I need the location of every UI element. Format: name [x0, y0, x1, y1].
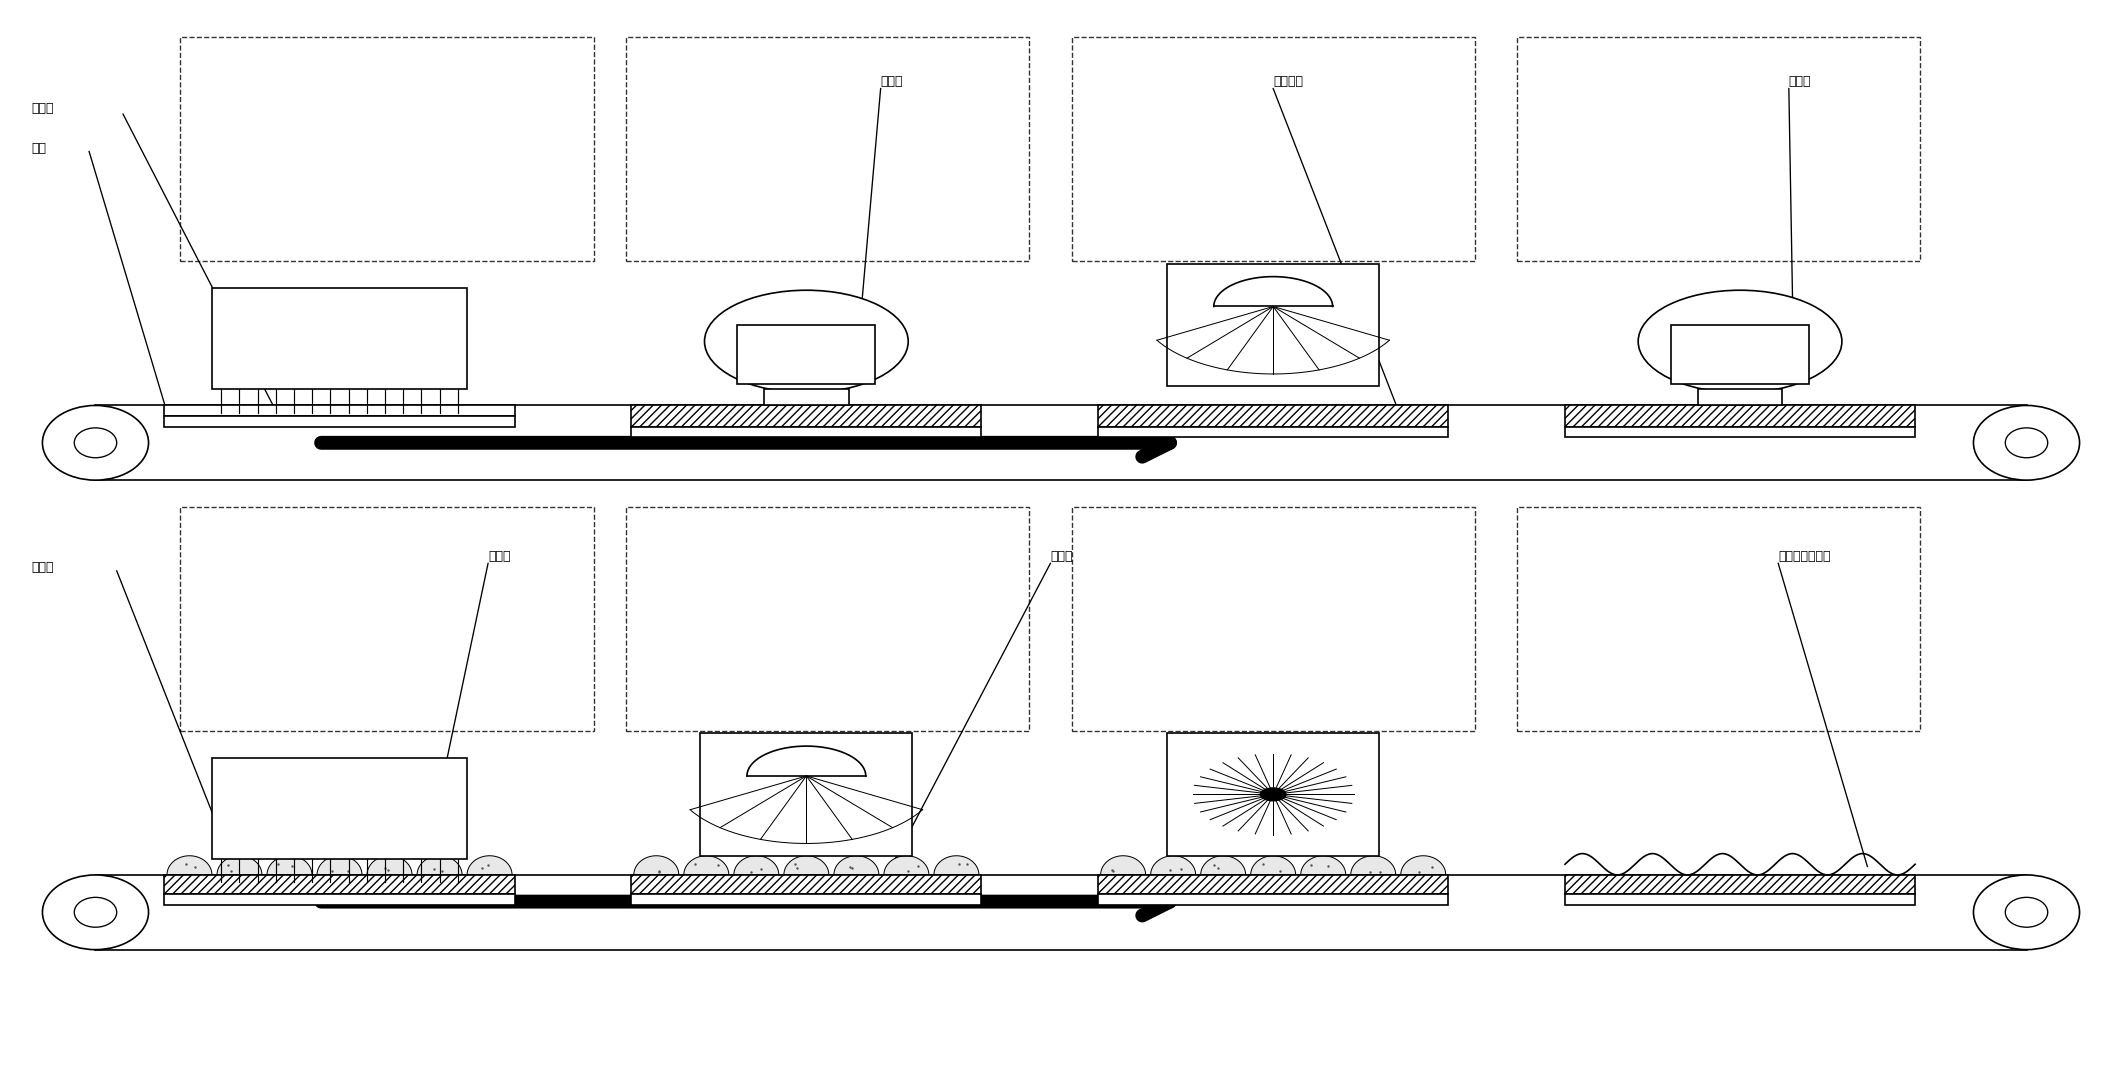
Text: 墨水层: 墨水层 [32, 102, 55, 115]
Bar [1517, 37, 1920, 261]
Ellipse shape [1973, 875, 2080, 950]
Bar [738, 325, 876, 384]
Polygon shape [216, 856, 261, 875]
Bar [1564, 405, 1914, 427]
Text: 树脂液: 树脂液 [488, 551, 511, 563]
Bar [626, 507, 1029, 731]
Bar [632, 405, 980, 427]
Polygon shape [1201, 856, 1246, 875]
Bar [626, 37, 1029, 261]
Ellipse shape [42, 405, 149, 480]
Text: (S.7): (S.7) [1256, 768, 1290, 783]
Bar [1564, 894, 1914, 905]
Ellipse shape [1973, 405, 2080, 480]
Bar [166, 416, 514, 427]
Bar [700, 733, 912, 856]
Polygon shape [1401, 856, 1445, 875]
Bar [1167, 733, 1379, 856]
Polygon shape [634, 856, 679, 875]
Bar [1698, 389, 1782, 405]
Circle shape [1260, 787, 1286, 800]
Bar [1099, 427, 1447, 437]
Text: 树脂液: 树脂液 [1789, 76, 1812, 89]
Text: (S.6): (S.6) [787, 768, 825, 783]
Polygon shape [734, 856, 779, 875]
Polygon shape [168, 856, 212, 875]
Bar [1099, 894, 1447, 905]
Bar [1072, 37, 1475, 261]
Text: 三维立体木纹层: 三维立体木纹层 [1778, 551, 1831, 563]
Bar [1099, 875, 1447, 894]
Polygon shape [1352, 856, 1396, 875]
Bar [1564, 427, 1914, 437]
Bar [1072, 507, 1475, 731]
Text: 木纹底层: 木纹底层 [1273, 76, 1303, 89]
Polygon shape [418, 856, 463, 875]
Bar [166, 875, 514, 894]
Polygon shape [1301, 856, 1345, 875]
Ellipse shape [42, 875, 149, 950]
Polygon shape [683, 856, 728, 875]
Text: 树脂液: 树脂液 [881, 76, 904, 89]
Bar [1517, 507, 1920, 731]
Bar [1672, 325, 1808, 384]
Text: 压花层: 压花层 [1050, 551, 1074, 563]
Bar [166, 405, 514, 416]
Bar [180, 37, 594, 261]
Polygon shape [1150, 856, 1195, 875]
Polygon shape [467, 856, 511, 875]
Bar [632, 894, 980, 905]
Text: (S.5): (S.5) [323, 768, 356, 783]
Bar [764, 389, 849, 405]
Bar [632, 427, 980, 437]
Bar [632, 875, 980, 894]
Polygon shape [934, 856, 978, 875]
Polygon shape [1250, 856, 1297, 875]
Text: (S.4): (S.4) [1723, 304, 1757, 319]
Polygon shape [267, 856, 312, 875]
Bar [1564, 875, 1914, 894]
Bar [166, 894, 514, 905]
Polygon shape [316, 856, 363, 875]
Polygon shape [885, 856, 929, 875]
Polygon shape [367, 856, 412, 875]
Bar [1167, 264, 1379, 386]
Text: 压花层: 压花层 [32, 561, 55, 574]
Polygon shape [783, 856, 830, 875]
Bar [1099, 405, 1447, 427]
Bar [212, 288, 467, 389]
Bar [180, 507, 594, 731]
Polygon shape [834, 856, 879, 875]
Bar [212, 758, 467, 859]
Text: 板材: 板材 [32, 142, 47, 155]
Text: (S.3): (S.3) [1254, 304, 1292, 319]
Text: (S.1): (S.1) [323, 304, 356, 319]
Text: (S.2): (S.2) [789, 304, 823, 319]
Circle shape [705, 290, 908, 393]
Polygon shape [1101, 856, 1146, 875]
Circle shape [1638, 290, 1842, 393]
